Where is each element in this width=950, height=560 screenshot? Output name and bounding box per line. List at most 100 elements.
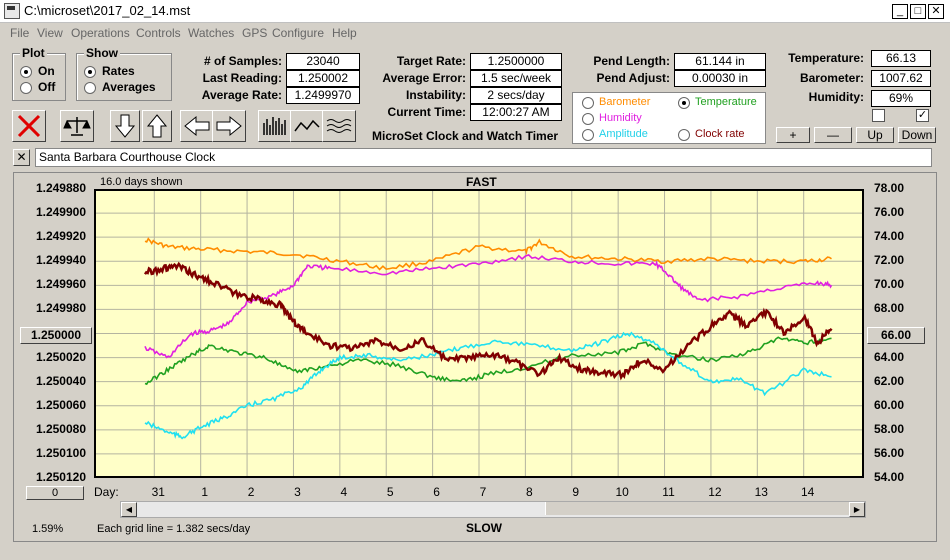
y-right-tick-label: 74.00	[874, 229, 905, 244]
balance-button[interactable]	[60, 110, 94, 142]
average-rate-label: Average Rate:	[201, 88, 282, 102]
y-right-tick-label: 70.00	[874, 277, 905, 292]
y-left-tick-label: 1.249960	[35, 277, 86, 292]
y-right-tick-label: 56.00	[874, 445, 905, 460]
barometer-field: 1007.62	[871, 70, 931, 87]
option-checkbox-1[interactable]	[872, 109, 885, 122]
menu-view[interactable]: View	[37, 26, 63, 40]
grid-note-label: Each grid line = 1.382 secs/day	[97, 523, 251, 535]
x-axis-label: Day:	[94, 485, 119, 499]
menu-configure[interactable]: Configure	[272, 26, 325, 40]
line-view-button[interactable]	[290, 110, 324, 142]
x-tick-label: 10	[615, 485, 629, 499]
scroll-left-arrow-icon[interactable]: ◀	[121, 502, 137, 517]
instability-field: 2 secs/day	[470, 87, 562, 104]
menu-gps[interactable]: GPS	[242, 26, 268, 40]
y-left-tick-label: 1.250020	[35, 349, 86, 364]
y-left-tick-label: 1.250040	[35, 373, 86, 388]
y-right-tick-label: 62.00	[874, 373, 905, 388]
sensor-options-box	[572, 92, 766, 144]
y-right-tick-label: 76.00	[874, 205, 905, 220]
zero-button[interactable]: 0	[26, 486, 84, 500]
series-line-barometer	[144, 237, 832, 271]
y-right-tick-label: 58.00	[874, 421, 905, 436]
close-clock-button[interactable]: ✕	[13, 149, 30, 166]
y-right-tick-label: 72.00	[874, 253, 905, 268]
temperature-option-label: Temperature	[695, 96, 757, 108]
chart-scrollbar[interactable]: ◀ ▶	[120, 501, 866, 518]
plot-off-label: Off	[38, 80, 56, 94]
right-axis-center-button[interactable]: 66.00	[867, 327, 925, 344]
minimize-button[interactable]: _	[892, 4, 908, 19]
increase-button[interactable]: +	[776, 127, 810, 143]
menu-operations[interactable]: Operations	[71, 26, 130, 40]
x-tick-label: 8	[526, 485, 533, 499]
menu-file[interactable]: File	[10, 26, 30, 40]
close-button[interactable]: ✕	[928, 4, 944, 19]
wave-icon	[326, 119, 352, 133]
y-left-tick-label: 1.249920	[35, 229, 86, 244]
decrease-button[interactable]: —	[814, 127, 852, 143]
y-right-tick-label: 60.00	[874, 397, 905, 412]
plot-on-radio[interactable]	[20, 66, 32, 78]
scroll-down-button[interactable]	[110, 110, 140, 142]
show-group-title: Show	[84, 46, 120, 60]
histogram-view-button[interactable]	[258, 110, 292, 142]
fast-label: FAST	[466, 175, 497, 189]
menu-watches[interactable]: Watches	[188, 26, 235, 40]
line-graph-icon	[294, 119, 320, 132]
scroll-right-arrow-icon[interactable]: ▶	[849, 502, 865, 517]
amplitude-option-label: Amplitude	[599, 128, 648, 140]
arrow-left-icon	[184, 115, 210, 137]
maximize-button[interactable]: □	[910, 4, 926, 19]
down-button[interactable]: Down	[898, 127, 936, 143]
x-tick-label: 31	[151, 485, 165, 499]
series-line-humidity	[144, 253, 833, 359]
scroll-left-button[interactable]	[180, 110, 214, 142]
temperature-radio[interactable]	[678, 97, 690, 109]
days-shown-label: 16.0 days shown	[100, 176, 183, 188]
pend-adjust-label: Pend Adjust:	[596, 71, 670, 85]
clock-rate-option-label: Clock rate	[695, 128, 745, 140]
temperature-field: 66.13	[871, 50, 931, 67]
scroll-up-button[interactable]	[142, 110, 172, 142]
option-checkbox-2[interactable]: ✓	[916, 109, 929, 122]
show-averages-radio[interactable]	[84, 82, 96, 94]
show-rates-label: Rates	[102, 64, 135, 78]
plot-on-label: On	[38, 64, 55, 78]
plot-off-radio[interactable]	[20, 82, 32, 94]
wave-view-button[interactable]	[322, 110, 356, 142]
series-line-amplitude	[144, 331, 832, 440]
y-right-tick-label: 54.00	[874, 470, 905, 484]
pend-length-label: Pend Length:	[593, 54, 670, 68]
up-button[interactable]: Up	[856, 127, 894, 143]
show-rates-radio[interactable]	[84, 66, 96, 78]
pend-length-field[interactable]: 61.144 in	[674, 53, 766, 70]
x-tick-label: 4	[340, 485, 348, 499]
show-averages-label: Averages	[102, 80, 156, 94]
clock-rate-radio[interactable]	[678, 129, 690, 141]
stop-button[interactable]	[12, 110, 46, 142]
clock-name-field[interactable]: Santa Barbara Courthouse Clock	[35, 148, 932, 167]
instability-label: Instability:	[405, 88, 466, 102]
y-left-tick-label: 1.250100	[35, 445, 86, 460]
target-rate-field[interactable]: 1.2500000	[470, 53, 562, 70]
plot-area	[94, 189, 864, 478]
x-tick-label: 12	[708, 485, 722, 499]
barometer-radio[interactable]	[582, 97, 594, 109]
scrollbar-thumb[interactable]	[545, 502, 851, 515]
x-tick-label: 6	[433, 485, 440, 499]
left-axis-center-button[interactable]: 1.250000	[20, 327, 92, 344]
y-right-tick-label: 68.00	[874, 301, 905, 316]
y-left-tick-label: 1.250080	[35, 421, 86, 436]
humidity-radio[interactable]	[582, 113, 594, 125]
menu-help[interactable]: Help	[332, 26, 357, 40]
scroll-right-button[interactable]	[212, 110, 246, 142]
menu-controls[interactable]: Controls	[136, 26, 181, 40]
series-line-rate	[143, 261, 833, 381]
app-name-label: MicroSet Clock and Watch Timer	[372, 129, 559, 143]
samples-label: # of Samples:	[203, 54, 282, 68]
series-line-temperature	[144, 336, 832, 386]
amplitude-radio[interactable]	[582, 129, 594, 141]
slow-label: SLOW	[466, 521, 502, 535]
